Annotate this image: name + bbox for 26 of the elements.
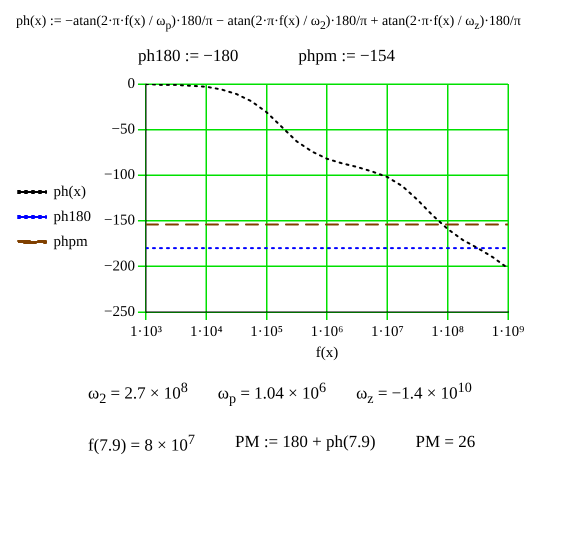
y-tick-label: −150 [104,212,135,229]
text: ω$_{p}$ = 1.04 × 10$^{6}$ [218,380,326,408]
x-tick-label: 1·10⁸ [431,324,464,340]
x-axis-title: f(x) [316,344,338,361]
x-tick-label: 1·10⁹ [492,324,524,340]
y-tick-label: −200 [104,258,135,274]
text: f(7.9) = 8 × 10$^{7}$ [88,432,195,456]
x-tick-label: 1·10⁷ [370,324,404,340]
y-tick-label: −250 [104,304,135,320]
text: phpm := −154 [298,46,396,66]
text: ω$_{2}$ = 2.7 × 10$^{8}$ [88,380,188,408]
x-tick-label: 1·10³ [130,324,162,340]
legend-label: ph180 [54,208,91,225]
y-tick-label: 0 [127,76,135,92]
x-tick-label: 1·10⁴ [190,324,223,340]
text: ph(x) := −atan(2·π·f(x) / ω$_{p}$)·180/π − atan(2·π·f(x) / ω$_{2}$)·180/π + atan(2·π·f(x) / ω$_{z}$)·180/π [15,13,522,32]
text: PM = 26 [416,432,476,453]
text: ph180 := −180 [138,46,238,66]
text: ω$_{z}$ = −1.4 × 10$^{10}$ [356,380,472,408]
y-tick-label: −50 [111,121,135,138]
y-tick-label: −100 [104,166,135,183]
x-tick-label: 1·10⁶ [310,324,344,340]
x-tick-label: 1·10⁵ [250,324,284,340]
text: PM := 180 + ph(7.9) [235,432,376,453]
legend-label: ph(x) [54,184,86,200]
legend-label: phpm [54,234,88,250]
